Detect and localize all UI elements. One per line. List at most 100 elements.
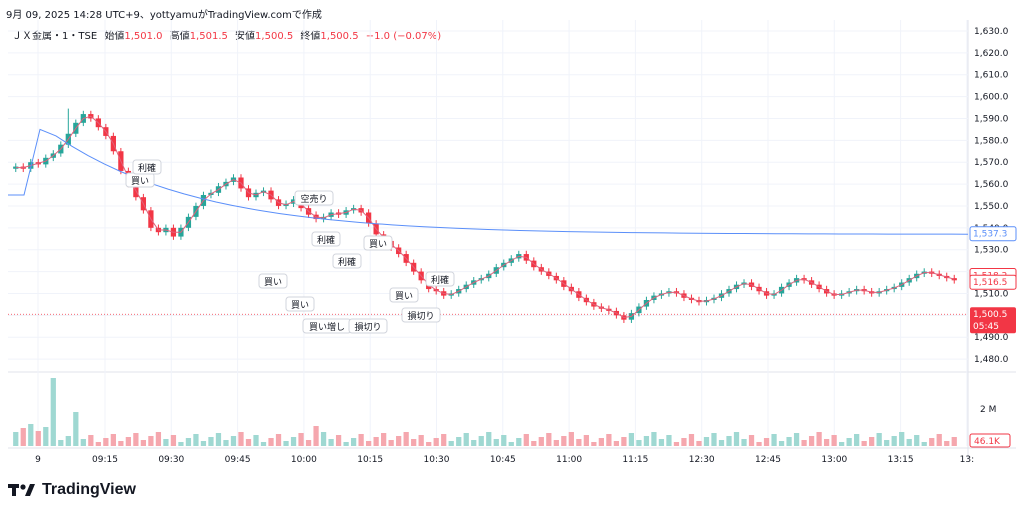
volume-bar (494, 439, 499, 446)
volume-bar (644, 436, 649, 446)
volume-bar (201, 441, 206, 446)
volume-bar (96, 442, 101, 446)
volume-bar (404, 432, 409, 446)
time-tick-label: 10:15 (357, 455, 383, 465)
price-tick-label: 1,510.0 (974, 289, 1009, 299)
time-tick-label: 12:30 (689, 455, 715, 465)
volume-bar (389, 440, 394, 446)
volume-bar (156, 432, 161, 446)
volume-bar (111, 434, 116, 446)
last-price-label: 1,500.5 (973, 310, 1007, 320)
volume-bar (719, 440, 724, 446)
volume-bar (328, 439, 333, 446)
volume-bar (246, 439, 251, 446)
annotation-label[interactable]: 損切り (354, 321, 381, 333)
volume-bar (899, 432, 904, 446)
volume-bar (509, 442, 514, 446)
annotation-label[interactable]: 利確 (338, 256, 356, 268)
time-tick-label: 09:15 (92, 455, 118, 465)
tradingview-logo[interactable]: TradingView (8, 481, 136, 499)
time-tick-label: 10:00 (291, 455, 317, 465)
volume-bar (756, 442, 761, 446)
volume-bar (854, 434, 859, 446)
volume-bar (907, 439, 912, 446)
annotation-label[interactable]: 買い (131, 176, 149, 187)
volume-bar (21, 428, 26, 446)
volume-bar (103, 438, 108, 446)
volume-bar (531, 441, 536, 446)
volume-bar (914, 435, 919, 446)
volume-bar (351, 438, 356, 446)
price-tick-label: 1,570.0 (974, 158, 1009, 168)
volume-last-label: 46.1K (974, 437, 1001, 447)
volume-bar (253, 435, 258, 446)
time-tick-label: 09:45 (225, 455, 251, 465)
volume-bar (847, 438, 852, 446)
volume-bar (426, 442, 431, 446)
time-tick-label: 10:30 (424, 455, 450, 465)
volume-bar (343, 442, 348, 446)
volume-bar (291, 437, 296, 446)
annotation-label[interactable]: 利確 (431, 274, 449, 286)
volume-bar (629, 433, 634, 446)
volume-bar (434, 438, 439, 446)
volume-bar (704, 437, 709, 446)
volume-bar (88, 435, 93, 446)
volume-bar (824, 439, 829, 446)
volume-bar (606, 434, 611, 446)
price-tick-label: 1,490.0 (974, 333, 1009, 343)
volume-bar (464, 433, 469, 446)
volume-bar (66, 436, 71, 446)
volume-bar (659, 439, 664, 446)
volume-bar (944, 441, 949, 446)
volume-bar (13, 432, 18, 446)
volume-bar (801, 440, 806, 446)
annotation-label[interactable]: 買い (291, 300, 309, 311)
time-tick-label: 13: (960, 455, 974, 465)
annotation-label[interactable]: 損切り (407, 310, 434, 322)
price-tick-label: 1,590.0 (974, 114, 1009, 124)
volume-bar (569, 432, 574, 446)
volume-bar (651, 432, 656, 446)
volume-bar (922, 442, 927, 446)
volume-bar (546, 433, 551, 446)
volume-bar (554, 440, 559, 446)
volume-bar (81, 439, 86, 446)
time-tick-label: 11:15 (622, 455, 648, 465)
volume-bar (141, 440, 146, 446)
annotation-label[interactable]: 買い増し (309, 321, 345, 333)
time-tick-label: 13:15 (888, 455, 914, 465)
price-tick-label: 1,600.0 (974, 93, 1009, 103)
bar-countdown-label: 05:45 (973, 322, 999, 332)
volume-bar (171, 435, 176, 446)
annotation-label[interactable]: 利確 (317, 234, 335, 246)
annotation-label[interactable]: 買い (395, 291, 413, 302)
volume-bar (133, 433, 138, 446)
annotation-label[interactable]: 買い (264, 277, 282, 288)
volume-bar (43, 427, 48, 446)
volume-bar (816, 432, 821, 446)
time-tick-label: 09:30 (158, 455, 184, 465)
volume-bar (771, 434, 776, 446)
annotation-label[interactable]: 買い (369, 239, 387, 250)
volume-bar (726, 436, 731, 446)
annotation-label[interactable]: 利確 (138, 162, 156, 174)
volume-bar (216, 433, 221, 446)
annotation-label[interactable]: 空売り (300, 193, 327, 205)
volume-bar (178, 442, 183, 446)
volume-bar (441, 434, 446, 446)
volume-bar (411, 439, 416, 446)
volume-bar (118, 441, 123, 446)
volume-bar (336, 435, 341, 446)
volume-bar (36, 431, 41, 446)
price-tick-label: 1,530.0 (974, 246, 1009, 256)
volume-bar (449, 441, 454, 446)
tradingview-logo-icon (8, 482, 36, 498)
volume-bar (471, 440, 476, 446)
volume-bar (238, 432, 243, 446)
volume-bar (223, 440, 228, 446)
volume-bar (584, 435, 589, 446)
volume-bar (126, 437, 131, 446)
